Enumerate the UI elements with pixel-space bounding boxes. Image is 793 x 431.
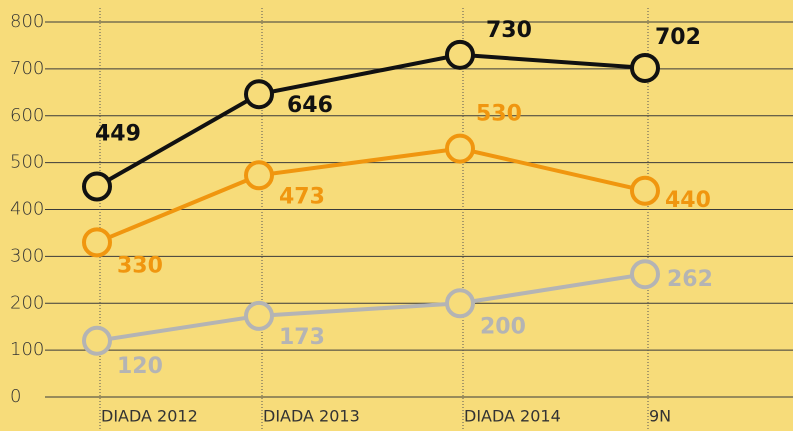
series-line <box>96 52 646 189</box>
value-label: 330 <box>117 253 163 278</box>
value-label: 173 <box>279 325 325 350</box>
y-tick-label: 800 <box>10 11 44 32</box>
series-line <box>96 272 646 343</box>
y-tick-label: 500 <box>10 152 44 173</box>
y-tick-label: 600 <box>10 105 44 126</box>
value-label: 530 <box>476 102 522 127</box>
point <box>244 160 274 191</box>
x-tick-label: 9N <box>649 407 671 426</box>
value-label: 646 <box>287 93 333 118</box>
point <box>82 325 112 356</box>
point <box>445 39 475 70</box>
point <box>445 288 475 319</box>
x-tick-label: DIADA 2013 <box>263 407 360 426</box>
value-label: 440 <box>665 188 711 213</box>
point <box>82 171 112 202</box>
value-label: 200 <box>480 314 526 339</box>
value-label: 262 <box>667 267 713 292</box>
x-tick-label: DIADA 2014 <box>464 407 561 426</box>
point <box>630 175 660 206</box>
point <box>630 259 660 290</box>
y-tick-label: 300 <box>10 245 44 266</box>
y-tick-label: 100 <box>10 339 44 360</box>
series-line <box>96 146 646 245</box>
value-label: 730 <box>486 18 532 43</box>
point <box>445 133 475 164</box>
y-tick-label: 400 <box>10 199 44 220</box>
x-tick-label: DIADA 2012 <box>101 407 198 426</box>
point <box>244 300 274 331</box>
value-label: 702 <box>655 25 701 50</box>
y-tick-label: 700 <box>10 58 44 79</box>
value-label: 473 <box>279 184 325 209</box>
point <box>82 227 112 258</box>
point <box>244 79 274 110</box>
y-tick-label: 0 <box>10 386 21 407</box>
point <box>630 52 660 83</box>
value-label: 120 <box>117 354 163 379</box>
y-tick-label: 200 <box>10 292 44 313</box>
value-label: 449 <box>95 122 141 147</box>
